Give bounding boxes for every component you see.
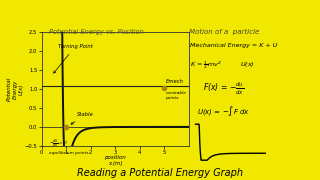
Text: Emech: Emech [165, 79, 183, 84]
Y-axis label: Potential
Energy
U(x): Potential Energy U(x) [7, 77, 23, 101]
Text: Stable: Stable [71, 112, 94, 124]
X-axis label: position
x (m): position x (m) [104, 155, 126, 166]
Text: Reading a Potential Energy Graph: Reading a Potential Energy Graph [77, 168, 243, 178]
Text: Motion of a  particle: Motion of a particle [189, 29, 259, 35]
Text: K = $\frac{1}{2}$mv²          U(x): K = $\frac{1}{2}$mv² U(x) [190, 59, 255, 71]
Text: PHYSICS MADE EASY  (KOTA): PHYSICS MADE EASY (KOTA) [29, 5, 291, 20]
Text: Turning Point: Turning Point [54, 44, 92, 73]
Text: $-\frac{dU}{dx}$ = 0
equilibrium points: $-\frac{dU}{dx}$ = 0 equilibrium points [49, 139, 88, 155]
Text: Mechanical Energy = K + U: Mechanical Energy = K + U [190, 43, 278, 48]
Text: constable
points: constable points [165, 91, 187, 100]
Text: F(x) = $-\frac{du}{dx}$: F(x) = $-\frac{du}{dx}$ [203, 81, 244, 97]
Text: U(x) = $-\int$F dx: U(x) = $-\int$F dx [197, 104, 250, 118]
Text: Potential Energy vs. Position: Potential Energy vs. Position [49, 29, 143, 35]
